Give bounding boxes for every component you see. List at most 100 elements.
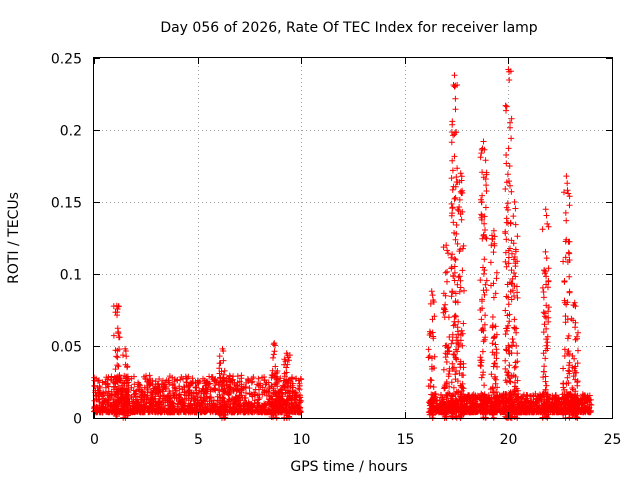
data-point <box>477 154 484 161</box>
data-point <box>519 395 525 402</box>
data-point <box>460 411 467 417</box>
data-point <box>575 329 581 336</box>
data-point <box>175 407 182 414</box>
data-point <box>451 269 458 276</box>
data-point <box>449 186 456 193</box>
data-point <box>537 392 544 399</box>
data-point <box>493 396 500 403</box>
data-point <box>219 394 226 401</box>
data-point <box>522 399 529 406</box>
data-point <box>270 389 277 396</box>
data-point <box>566 370 573 377</box>
data-point <box>176 391 183 398</box>
data-point <box>459 342 466 349</box>
data-point <box>445 371 452 377</box>
data-point <box>494 363 500 370</box>
data-point <box>96 398 103 405</box>
chart-title: Day 056 of 2026, Rate Of TEC Index for r… <box>160 20 537 36</box>
data-point <box>451 277 458 284</box>
data-point <box>158 409 165 416</box>
data-point <box>252 407 259 414</box>
data-point <box>144 377 151 384</box>
data-point <box>569 399 576 406</box>
data-point <box>198 399 205 406</box>
data-point <box>455 207 462 214</box>
data-point <box>541 321 548 328</box>
data-point <box>444 399 451 406</box>
data-point <box>449 204 456 211</box>
data-point <box>572 324 579 331</box>
data-point <box>105 409 112 416</box>
data-point <box>474 407 480 414</box>
data-point <box>173 395 180 402</box>
data-point <box>480 264 486 271</box>
y-tick-label: 0 <box>73 412 82 428</box>
data-point <box>298 376 305 383</box>
data-point <box>276 397 283 404</box>
data-point <box>449 157 456 164</box>
data-point <box>482 312 489 319</box>
data-point <box>212 382 219 389</box>
data-point <box>560 258 567 265</box>
data-point <box>448 379 455 386</box>
data-point <box>451 153 458 160</box>
data-point <box>273 380 280 386</box>
data-point <box>545 308 552 315</box>
data-point <box>561 386 568 393</box>
data-point <box>458 216 465 223</box>
data-point <box>505 247 512 254</box>
data-point <box>440 290 447 297</box>
data-point <box>200 375 206 382</box>
data-point <box>285 390 292 397</box>
data-point <box>220 374 227 381</box>
data-point <box>565 367 572 374</box>
data-point <box>427 300 434 307</box>
data-point <box>459 245 466 252</box>
data-point <box>505 301 512 308</box>
data-point <box>202 401 209 408</box>
data-point <box>430 412 436 419</box>
data-point <box>504 325 511 332</box>
data-point <box>261 408 268 415</box>
data-point <box>442 269 449 276</box>
data-point <box>489 410 496 417</box>
data-point <box>438 391 445 398</box>
data-point <box>544 396 551 403</box>
data-point <box>137 382 144 389</box>
data-point <box>443 242 450 249</box>
data-point <box>533 396 539 403</box>
data-point <box>100 395 107 402</box>
data-point <box>552 399 558 406</box>
data-point <box>554 405 561 412</box>
data-point <box>477 354 484 361</box>
data-point <box>445 250 452 257</box>
data-point <box>123 374 130 381</box>
data-point <box>260 389 267 396</box>
data-point <box>563 173 570 180</box>
data-point <box>449 366 456 372</box>
data-point <box>188 395 195 402</box>
data-point <box>204 379 211 386</box>
data-point <box>444 268 451 275</box>
data-point <box>490 294 497 301</box>
data-point <box>479 212 485 219</box>
data-point <box>456 273 463 280</box>
data-point <box>290 404 297 410</box>
data-point <box>502 258 509 265</box>
data-point <box>110 332 117 339</box>
data-point <box>527 393 533 400</box>
data-point <box>156 376 163 382</box>
data-point <box>509 287 516 294</box>
data-point <box>561 189 567 196</box>
data-point <box>454 406 461 413</box>
data-point <box>162 402 169 409</box>
data-point <box>566 257 573 263</box>
data-point <box>457 246 464 253</box>
y-tick-label: 0.15 <box>51 196 82 212</box>
data-point <box>283 376 290 383</box>
data-point <box>482 234 489 241</box>
data-point <box>523 392 530 398</box>
data-point <box>566 273 573 280</box>
data-point <box>213 378 220 385</box>
